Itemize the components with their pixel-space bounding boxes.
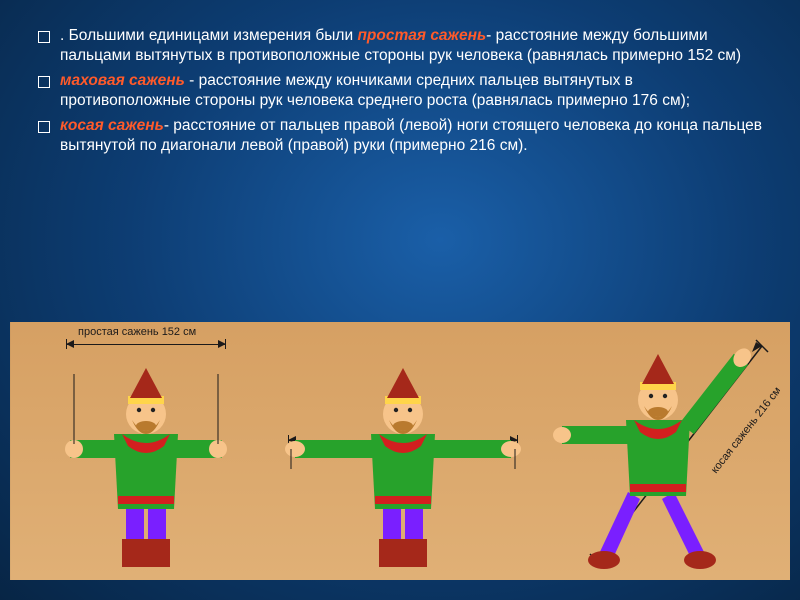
bullet-2: маховая сажень - расстояние между кончик… bbox=[60, 71, 762, 112]
figure-kosaya: косая сажень 216 см bbox=[540, 322, 780, 580]
label-prostaya: простая сажень 152 см bbox=[78, 326, 196, 338]
bullet-marker bbox=[38, 76, 50, 88]
bullet-rest: - расстояние от пальцев правой (левой) н… bbox=[60, 117, 762, 154]
bullet-marker bbox=[38, 31, 50, 43]
man-kosaya: косая сажень 216 см bbox=[540, 324, 780, 574]
figure-prostaya: простая сажень 152 см bbox=[26, 322, 266, 580]
slide-text: . Большими единицами измерения были прос… bbox=[0, 0, 800, 171]
bullet-3: косая сажень- расстояние от пальцев прав… bbox=[60, 116, 762, 157]
man-mahovaya bbox=[283, 354, 523, 574]
term-kosaya: косая сажень bbox=[60, 117, 164, 134]
man-prostaya bbox=[46, 354, 246, 574]
term-mahovaya: маховая сажень bbox=[60, 72, 185, 89]
term-prostaya: простая сажень bbox=[357, 27, 486, 44]
bullet-1: . Большими единицами измерения были прос… bbox=[60, 26, 762, 67]
figure-mahovaya: маховая сажень 176 см bbox=[278, 322, 528, 580]
bullet-marker bbox=[38, 121, 50, 133]
bullet-prefix: . Большими единицами измерения были bbox=[60, 27, 357, 44]
figure-panel: простая сажень 152 см bbox=[10, 322, 790, 580]
